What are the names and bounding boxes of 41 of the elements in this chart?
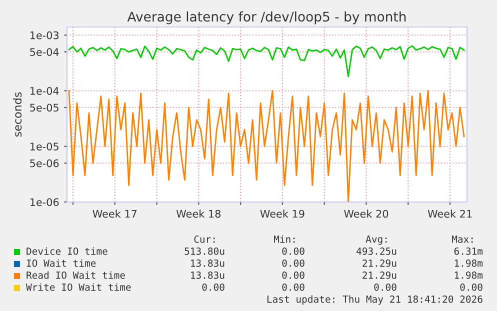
text: 493.25u bbox=[356, 247, 396, 255]
text: 1.98m bbox=[454, 259, 483, 267]
text: 0.00 bbox=[374, 283, 396, 291]
text: 21.29u bbox=[362, 259, 396, 267]
text: Max: bbox=[452, 236, 473, 243]
line-series bbox=[68, 90, 465, 202]
x-tick-label: Week 19 bbox=[260, 210, 304, 218]
y-axis-title: seconds bbox=[13, 92, 22, 137]
text: 0.00 bbox=[282, 259, 304, 267]
text: 13.83u bbox=[191, 271, 224, 279]
x-tick-label: Week 18 bbox=[176, 210, 221, 218]
y-tick-label: 5e-06 bbox=[30, 159, 59, 168]
text: 0.00 bbox=[282, 247, 304, 255]
y-tick-label: 1e-04 bbox=[30, 86, 59, 95]
text: 13.83u bbox=[191, 259, 224, 267]
x-tick-label: Week 17 bbox=[92, 210, 137, 218]
text: Last update: Thu May 21 18:41:20 2026 bbox=[267, 295, 482, 305]
text: 21.29u bbox=[362, 271, 396, 279]
y-tick-label: 1e-06 bbox=[30, 198, 59, 206]
line-series bbox=[68, 45, 465, 78]
legend-label: IO Wait time bbox=[26, 259, 96, 267]
text: 513.80u bbox=[184, 247, 224, 255]
y-tick-label: 1e-05 bbox=[30, 142, 58, 150]
y-tick-label: 5e-04 bbox=[30, 48, 59, 56]
legend-label: Read IO Wait time bbox=[26, 271, 125, 279]
x-tick-label: Week 20 bbox=[344, 210, 388, 218]
text: 0.00 bbox=[460, 283, 482, 291]
text: Avg: bbox=[366, 236, 387, 245]
text: Cur: bbox=[194, 235, 215, 243]
text: 0.00 bbox=[282, 271, 304, 279]
legend-label: Device IO time bbox=[26, 247, 108, 255]
y-tick-label: 1e-03 bbox=[30, 31, 59, 40]
text: 1.98m bbox=[454, 271, 483, 279]
x-tick-label: Week 21 bbox=[428, 210, 472, 218]
y-tick-label: 5e-05 bbox=[30, 104, 58, 112]
text: 0.00 bbox=[202, 283, 224, 291]
text: 0.00 bbox=[282, 283, 304, 291]
text: 6.31m bbox=[454, 247, 483, 255]
legend-label: Write IO Wait time bbox=[26, 283, 131, 291]
text: Min: bbox=[274, 235, 295, 243]
chart-title: Average latency for /dev/loop5 - by month bbox=[127, 11, 406, 24]
